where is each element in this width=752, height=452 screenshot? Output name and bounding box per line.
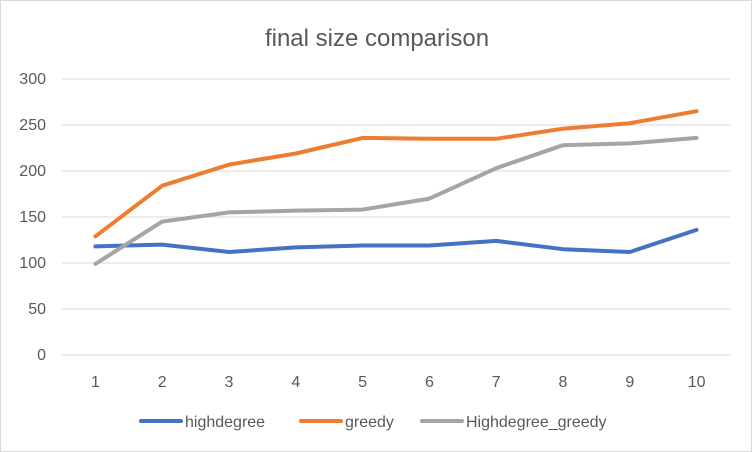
- y-axis-ticks: 0 50 100 150 200 250 300: [19, 71, 46, 364]
- legend-label: highdegree: [185, 414, 265, 431]
- legend-item-highdegree-greedy: Highdegree_greedy: [420, 414, 607, 431]
- x-tick-label: 5: [358, 374, 367, 391]
- y-tick-label: 0: [37, 347, 46, 364]
- y-tick-label: 300: [19, 71, 46, 88]
- x-tick-label: 9: [625, 374, 634, 391]
- y-tick-label: 200: [19, 163, 46, 180]
- chart-title: final size comparison: [265, 25, 489, 52]
- legend-item-highdegree: highdegree: [139, 414, 265, 431]
- x-tick-label: 6: [425, 374, 434, 391]
- legend-label: Highdegree_greedy: [466, 414, 607, 431]
- legend: highdegree greedy Highdegree_greedy: [139, 414, 607, 431]
- x-tick-label: 2: [158, 374, 167, 391]
- x-tick-label: 8: [559, 374, 568, 391]
- x-tick-label: 4: [291, 374, 300, 391]
- legend-item-greedy: greedy: [299, 414, 394, 431]
- x-tick-label: 1: [91, 374, 100, 391]
- x-tick-label: 10: [688, 374, 706, 391]
- legend-label: greedy: [345, 414, 394, 431]
- series-line-greedy: [93, 109, 699, 239]
- series-line-highdegree-greedy: [93, 135, 699, 266]
- y-tick-label: 150: [19, 209, 46, 226]
- series-lines: [93, 109, 699, 266]
- gridlines: [62, 78, 730, 356]
- x-tick-label: 7: [492, 374, 501, 391]
- series-line-highdegree: [93, 227, 699, 254]
- x-tick-label: 3: [225, 374, 234, 391]
- y-tick-label: 100: [19, 255, 46, 272]
- y-tick-label: 50: [28, 301, 46, 318]
- y-tick-label: 250: [19, 117, 46, 134]
- x-axis-ticks: 1 2 3 4 5 6 7 8 9 10: [91, 374, 706, 391]
